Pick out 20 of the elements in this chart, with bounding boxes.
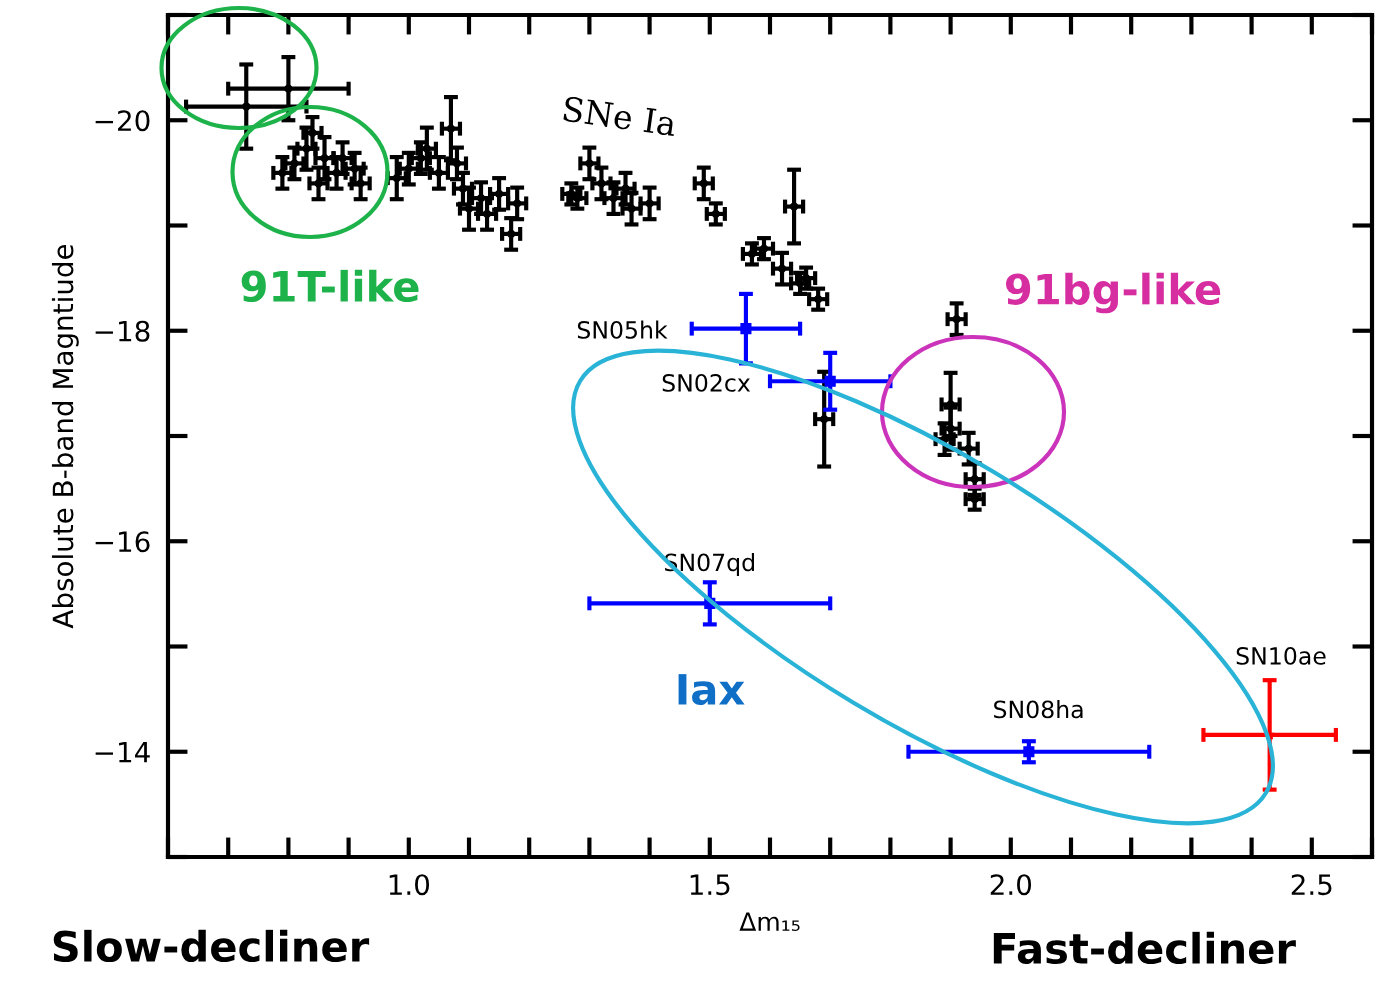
- x-tick-label: 1.5: [690, 874, 730, 896]
- x-tick-label: 2.5: [1291, 874, 1332, 896]
- y-axis-title: Absolute B-band Magntiude: [51, 244, 79, 629]
- y-tick-label: −16: [95, 531, 150, 553]
- text: Fast-decliner: [993, 931, 1296, 965]
- y-tick-label: −20: [95, 110, 150, 132]
- y-tick-label: −18: [95, 320, 150, 342]
- annotation: 91bg-like: [1005, 272, 1221, 314]
- x-axis-title: Δm₁₅: [739, 912, 800, 931]
- annotation: SN08ha: [994, 700, 1083, 719]
- annotation: SN05hk: [577, 320, 668, 339]
- y-tick-label: −14: [95, 742, 150, 763]
- annotation: 91T-like: [241, 269, 419, 303]
- text: Slow-decliner: [53, 929, 370, 963]
- x-tick-label: 1.0: [389, 874, 430, 896]
- annotation: SN10ae: [1236, 646, 1326, 665]
- text: SNe Ia: [562, 95, 678, 137]
- annotation: Iax: [678, 674, 745, 706]
- annotation: SN02cx: [662, 373, 751, 392]
- x-tick-label: 2.0: [990, 874, 1032, 896]
